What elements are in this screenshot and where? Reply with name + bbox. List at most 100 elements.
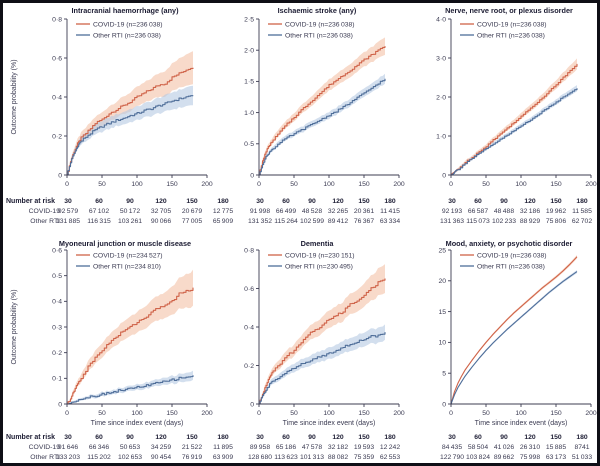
risk-value: 115 073 [466,218,490,225]
x-tick-label: 200 [585,410,597,417]
risk-value: 66 346 [89,444,109,451]
risk-value: 102 599 [300,218,324,225]
risk-time-label: 120 [524,198,536,205]
risk-time-label: 30 [448,198,456,205]
risk-value: 102 653 [118,454,142,461]
y-tick-label: 0·5 [244,141,254,148]
risk-value: 115 202 [87,454,111,461]
risk-value: 90 454 [151,454,171,461]
risk-value: 92 193 [442,208,462,215]
axes [450,19,591,176]
risk-value: 34 259 [151,444,171,451]
panel-chart: 0 0·1 0·2 0·3 0·4 0·5 0·6 0 50 100 150 200 Myoneural… [6,239,233,461]
risk-value: 65 909 [213,218,233,225]
risk-value: 26 310 [520,444,540,451]
x-tick-label: 50 [98,410,106,417]
risk-time-label: 180 [576,434,588,441]
x-tick-label: 50 [482,410,490,417]
risk-time-label: 180 [217,434,229,441]
panel-ischaemic-stroke: 0 0·5 1·0 1·5 2·0 2·5 0 50 100 150 200 Ischaemic st… [213,3,405,236]
risk-value: 20 679 [182,208,202,215]
risk-time-label: 120 [155,198,167,205]
legend-label-rti: Other RTI (n=236 038) [285,32,353,39]
risk-value: 89 412 [328,218,348,225]
figure-row-bottom: 0 0·1 0·2 0·3 0·4 0·5 0·6 0 50 100 150 200 Myoneural… [3,236,597,463]
y-tick-label: 0 [442,172,446,179]
risk-value: 103 824 [466,454,490,461]
risk-time-label: 90 [308,198,316,205]
risk-value: 75 806 [546,218,566,225]
risk-value: 89 958 [250,444,270,451]
risk-time-label: 30 [64,434,72,441]
rti-confidence-band [67,85,193,175]
risk-time-label: 180 [384,434,396,441]
x-tick-label: 100 [323,181,335,188]
risk-row-label: COVID-19 [29,444,61,451]
risk-value: 133 203 [56,454,80,461]
rti-confidence-band [67,370,193,404]
rti-curve [67,95,194,176]
panel-title: Intracranial haemorrhage (any) [71,6,179,15]
risk-value: 63 334 [380,218,400,225]
x-tick-label: 100 [323,410,335,417]
rti-curve [259,332,386,405]
risk-time-label: 90 [500,434,508,441]
risk-value: 11 895 [213,444,233,451]
risk-time-label: 90 [500,198,508,205]
y-tick-label: 0·8 [244,247,254,254]
covid-confidence-band [259,37,385,176]
panel-intracranial-haemorrhage: 0 0·2 0·4 0·6 0·8 0 50 100 150 200 Intracranial ha… [3,3,233,236]
y-tick-label: 2·0 [436,94,446,101]
x-tick-label: 100 [131,181,143,188]
covid-confidence-band [451,255,577,404]
risk-value: 76 367 [354,218,374,225]
risk-time-label: 90 [126,198,134,205]
risk-time-label: 60 [95,434,103,441]
covid-confidence-band [259,264,385,404]
risk-value: 19 962 [546,208,566,215]
x-tick-label: 150 [166,181,178,188]
risk-value: 67 102 [89,208,109,215]
y-tick-label: 15 [438,309,446,316]
risk-value: 66 499 [276,208,296,215]
risk-value: 75 359 [354,454,374,461]
figure-row-top: 0 0·2 0·4 0·6 0·8 0 50 100 150 200 Intracranial ha… [3,3,597,236]
risk-time-label: 90 [308,434,316,441]
covid-confidence-band [67,269,193,404]
risk-value: 101 313 [300,454,324,461]
risk-value: 63 173 [546,454,566,461]
panel-mood-anxiety-psychotic-disorder: 0 5 10 15 20 25 0 50 100 150 200 Mood, anxiety, or … [405,236,597,463]
x-tick-label: 150 [358,181,370,188]
risk-time-label: 120 [332,434,344,441]
y-tick-label: 3·0 [436,55,446,62]
y-tick-label: 4·0 [436,16,446,23]
y-tick-label: 0·4 [52,94,62,101]
risk-value: 32 186 [520,208,540,215]
risk-value: 122 790 [440,454,464,461]
panel-chart: 0 0·5 1·0 1·5 2·0 2·5 0 50 100 150 200 Ischaemic st… [244,6,405,225]
y-tick-label: 0·2 [244,363,254,370]
risk-time-label: 30 [256,434,264,441]
risk-time-label: 180 [576,198,588,205]
panel-nerve-root-plexus-disorder: 0 1·0 2·0 3·0 4·0 0 50 100 150 200 Nerve, nerve ro… [405,3,597,236]
x-tick-label: 0 [257,181,261,188]
y-tick-label: 0·1 [52,376,62,383]
risk-value: 32 182 [328,444,348,451]
risk-value: 19 593 [354,444,374,451]
panel-title: Nerve, nerve root, or plexus disorder [445,6,573,15]
y-tick-label: 0·6 [244,286,254,293]
risk-value: 91 998 [250,208,270,215]
y-axis-label: Outcome probability (%) [11,289,18,364]
risk-value: 47 578 [302,444,322,451]
y-tick-label: 25 [438,247,446,254]
y-tick-label: 0 [250,401,254,408]
x-tick-label: 0 [449,410,453,417]
x-tick-label: 100 [515,181,527,188]
risk-value: 103 261 [118,218,142,225]
risk-value: 131 363 [440,218,464,225]
legend-label-covid: COVID-19 (n=234 527) [93,252,163,259]
y-tick-label: 0·4 [244,324,254,331]
rti-curve [450,271,578,405]
risk-value: 91 646 [58,444,78,451]
risk-time-label: 150 [358,434,370,441]
